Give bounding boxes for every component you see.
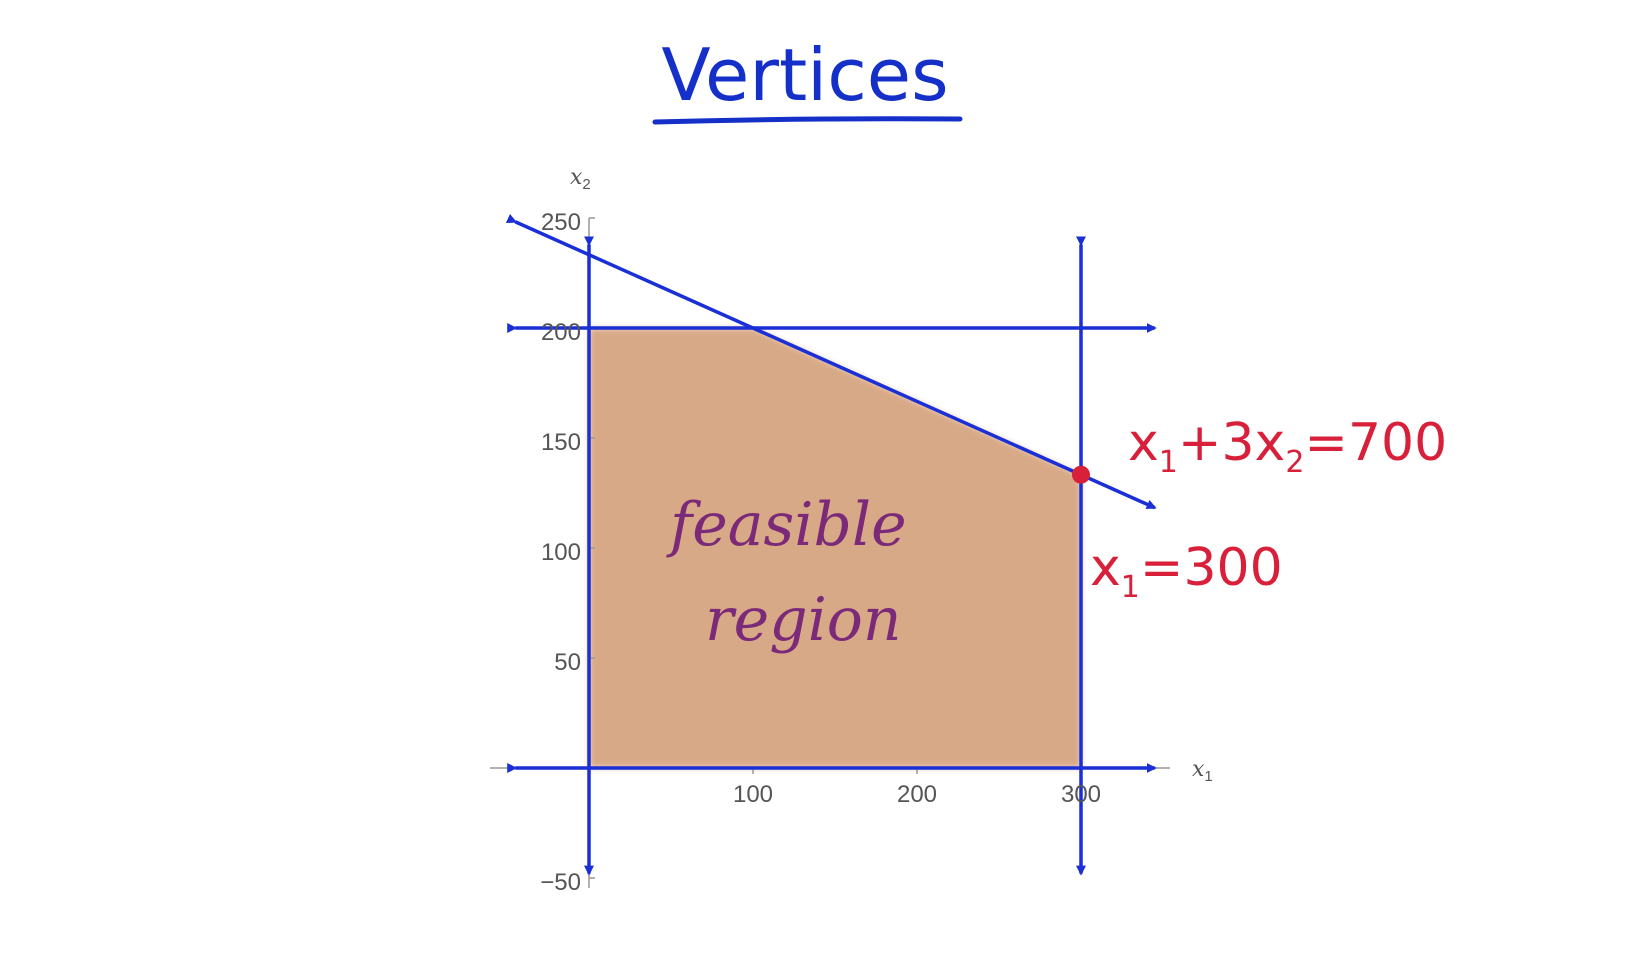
title-text: Vertices [661, 33, 948, 117]
y-tick-150: 150 [541, 429, 581, 456]
constraint-lines [505, 213, 1157, 876]
y-tick-neg50: −50 [540, 869, 581, 896]
line-x1-plus-3x2-700 [505, 213, 1157, 510]
x-axis-label: x1 [1192, 757, 1213, 785]
y-tick-250: 250 [541, 209, 581, 236]
y-tick-50: 50 [554, 649, 581, 676]
region-label-line2: region [705, 585, 902, 655]
y-axis-label: x2 [570, 165, 591, 193]
y-tick-200: 200 [541, 319, 581, 346]
constraint-label-a: x1+3x2=700 [1128, 413, 1447, 480]
x-tick-200: 200 [897, 781, 937, 808]
region-label-line1: feasible [666, 490, 907, 560]
x-tick-100: 100 [733, 781, 773, 808]
y-tick-100: 100 [541, 539, 581, 566]
vertex-point [1072, 465, 1090, 484]
x-tick-300: 300 [1061, 781, 1101, 808]
constraint-label-b: x1=300 [1090, 538, 1283, 605]
title-underline [652, 116, 963, 125]
